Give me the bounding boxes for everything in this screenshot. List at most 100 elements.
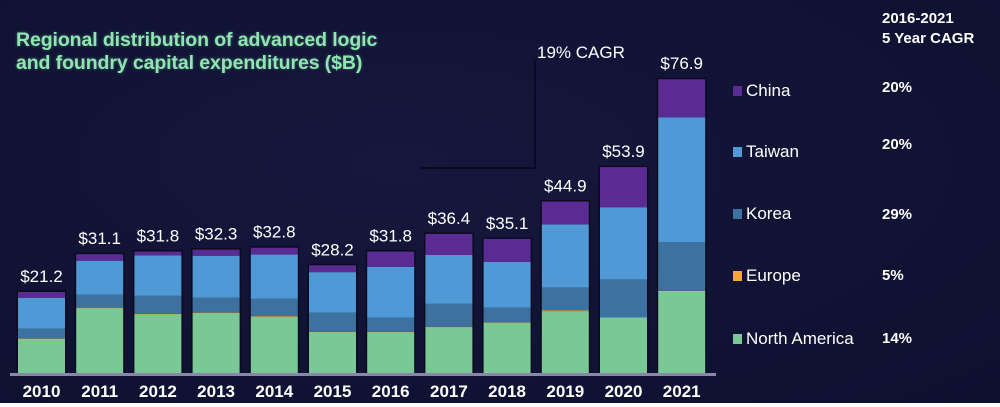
legend-item-china: China xyxy=(733,81,790,101)
bar-2016 xyxy=(365,250,416,373)
bar-segment-taiwan xyxy=(18,297,65,329)
bar-segment-taiwan xyxy=(134,255,182,296)
bar-segment-europe xyxy=(483,322,531,324)
x-tick-label: 2019 xyxy=(546,382,584,401)
bar-segment-china xyxy=(309,265,356,273)
bar-2019 xyxy=(540,199,591,373)
legend-item-taiwan: Taiwan xyxy=(733,142,799,162)
bar-segment-china xyxy=(76,254,124,261)
cagr-header-period: 2016-2021 xyxy=(882,10,954,27)
bar-segment-korea xyxy=(483,307,531,323)
bar-segment-north-america xyxy=(600,317,647,373)
x-tick-label: 2010 xyxy=(23,382,61,401)
bar-segment-korea xyxy=(425,303,473,327)
bar-segment-north-america xyxy=(76,308,124,373)
bar-segment-europe xyxy=(309,331,356,333)
bar-segment-china xyxy=(192,249,240,256)
total-label: $28.2 xyxy=(311,240,354,259)
x-tick-label: 2013 xyxy=(197,382,235,401)
bar-2012 xyxy=(132,250,183,373)
bar-segment-taiwan xyxy=(425,254,473,304)
legend-swatch xyxy=(733,334,742,344)
bar-2020 xyxy=(598,165,649,373)
legend-swatch xyxy=(733,147,742,157)
bar-2010 xyxy=(16,290,67,373)
legend-item-korea: Korea xyxy=(733,204,791,224)
bar-segment-north-america xyxy=(309,332,356,373)
bar-segment-korea xyxy=(18,328,65,339)
total-label: $31.8 xyxy=(369,227,412,246)
bar-segment-china xyxy=(250,247,298,255)
bar-segment-taiwan xyxy=(192,255,240,298)
legend-label: Korea xyxy=(746,204,792,223)
bar-segment-korea xyxy=(250,298,298,317)
bar-segment-taiwan xyxy=(483,261,531,308)
bar-2013 xyxy=(191,248,242,373)
legend-label: Taiwan xyxy=(746,142,799,161)
bar-segment-taiwan xyxy=(250,254,298,299)
bar-2015 xyxy=(307,263,358,373)
bar-segment-north-america xyxy=(541,311,589,373)
bar-segment-europe xyxy=(76,307,124,309)
bar-segment-europe xyxy=(250,316,298,318)
bar-segment-china xyxy=(483,238,531,262)
bottom-border xyxy=(0,403,1000,407)
bar-2018 xyxy=(482,237,533,373)
x-tick-label: 2020 xyxy=(605,382,643,401)
cagr-column-header: 2016-2021 5 Year CAGR xyxy=(882,9,974,49)
bar-segment-korea xyxy=(134,295,182,314)
legend-label: North America xyxy=(746,329,854,348)
total-label: $44.9 xyxy=(544,176,587,195)
legend-swatch xyxy=(733,209,742,219)
cagr-value-europe: 5% xyxy=(882,267,904,284)
bar-segment-china xyxy=(134,251,182,256)
bar-segment-china xyxy=(425,233,473,255)
legend-swatch xyxy=(733,86,742,96)
cagr-value-china: 20% xyxy=(882,79,913,96)
chart-title-line-1: Regional distribution of advanced logic xyxy=(16,29,378,51)
bar-segment-north-america xyxy=(192,313,240,373)
bar-segment-korea xyxy=(309,312,356,332)
bar-segment-north-america xyxy=(367,332,415,373)
bar-segment-china xyxy=(541,201,589,225)
legend-label: Europe xyxy=(746,266,801,285)
x-tick-label: 2021 xyxy=(663,382,701,401)
legend-item-europe: Europe xyxy=(733,266,801,286)
bar-segment-north-america xyxy=(425,327,473,373)
bars-group xyxy=(16,77,707,373)
bar-segment-korea xyxy=(541,287,589,311)
bar-segment-korea xyxy=(658,241,706,291)
bar-segment-china xyxy=(600,167,647,208)
x-tick-label: 2012 xyxy=(139,382,177,401)
bar-segment-europe xyxy=(192,312,240,314)
overall-cagr-annotation: 19% CAGR xyxy=(537,43,625,62)
legend-item-north-america: North America xyxy=(733,329,854,349)
bar-segment-taiwan xyxy=(658,117,706,242)
x-tick-label: 2018 xyxy=(488,382,526,401)
x-tick-labels-group: 2010 2011 2012 2013 2014 2015 2016 2017 2018 2019… xyxy=(23,382,701,401)
bar-2014 xyxy=(249,246,300,373)
total-label: $35.1 xyxy=(486,214,529,233)
x-tick-label: 2014 xyxy=(255,382,293,401)
bar-segment-europe xyxy=(541,310,589,312)
x-tick-label: 2016 xyxy=(372,382,410,401)
bar-segment-korea xyxy=(367,317,415,332)
bar-2017 xyxy=(423,232,474,373)
total-label: $36.4 xyxy=(428,209,471,228)
bar-segment-china xyxy=(658,79,706,118)
bar-segment-europe xyxy=(600,317,647,318)
bar-segment-china xyxy=(367,251,415,267)
x-tick-label: 2011 xyxy=(81,382,118,401)
bar-segment-north-america xyxy=(18,339,65,373)
total-label: $53.9 xyxy=(602,142,645,161)
cagr-value-taiwan: 20% xyxy=(882,136,913,153)
bar-segment-korea xyxy=(76,294,124,308)
bar-segment-europe xyxy=(134,313,182,315)
bar-segment-taiwan xyxy=(76,260,124,295)
x-tick-label: 2017 xyxy=(430,382,468,401)
bar-segment-korea xyxy=(192,297,240,313)
chart-title-line-2: and foundry capital expenditures ($B) xyxy=(16,52,363,74)
x-axis-baseline xyxy=(10,373,716,376)
bar-2021 xyxy=(656,77,707,373)
